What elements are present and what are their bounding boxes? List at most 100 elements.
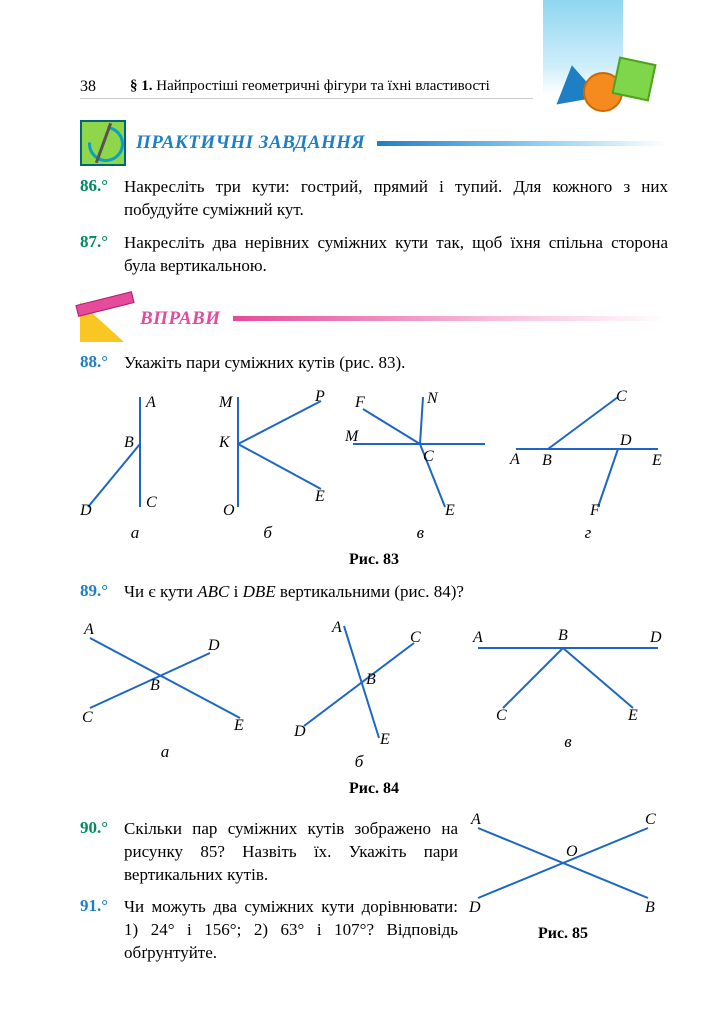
label-D: D — [649, 629, 662, 646]
task-number: 89.° — [80, 581, 124, 604]
task-89-part-b: вертикальними (рис. 84)? — [276, 582, 464, 601]
fig-84-a: A B C D E а — [80, 618, 250, 772]
label-C: C — [146, 494, 157, 511]
label-B: B — [558, 627, 568, 644]
task-number: 87.° — [80, 232, 124, 278]
label-P: P — [314, 389, 325, 405]
task-number: 86.° — [80, 176, 124, 222]
diagram-83b: M K O P E — [203, 389, 333, 519]
section-practical: ПРАКТИЧНІ ЗАВДАННЯ — [80, 120, 668, 166]
figure-84-caption: Рис. 84 — [80, 780, 668, 798]
chapter-title: Найпростіші геометричні фігури та їхні в… — [156, 78, 490, 94]
task-89-part-a: Чи є кути — [124, 582, 197, 601]
tasks-90-91-col: 90.° Скільки пар суміжних кутів зображен… — [80, 808, 458, 966]
tasks-90-91-row: 90.° Скільки пар суміжних кутів зображен… — [80, 808, 668, 966]
task-text: Чи можуть два суміжних кути дорівнювати:… — [124, 896, 458, 965]
task-text: Чи є кути ABC і DBE вертикальними (рис. … — [124, 581, 668, 604]
subfig-label: а — [131, 523, 140, 543]
fig-84-b: A C B D E б — [284, 618, 434, 772]
diagram-83v: F N M C E — [345, 389, 495, 519]
task-number: 91.° — [80, 896, 124, 965]
fig-83-g: C A B D E F г — [508, 389, 668, 543]
section-title-practical: ПРАКТИЧНІ ЗАВДАННЯ — [136, 132, 365, 154]
fig-84-v: A B D C E в — [468, 618, 668, 772]
label-B: B — [124, 434, 134, 451]
label-M: M — [218, 394, 234, 411]
label-D: D — [80, 502, 92, 519]
label-D: D — [619, 432, 632, 449]
task-89-dbe: DBE — [243, 582, 276, 601]
diagram-84b: A C B D E — [284, 618, 434, 748]
label-D: D — [293, 723, 306, 740]
label-F: F — [589, 502, 600, 519]
label-A: A — [331, 619, 342, 636]
diagram-83a: A B C D — [80, 389, 190, 519]
task-text: Накресліть два нерівних суміжних кути та… — [124, 232, 668, 278]
figure-83-caption: Рис. 83 — [80, 551, 668, 569]
chapter-ref: § 1. — [130, 78, 153, 94]
label-E: E — [379, 731, 390, 748]
label-A: A — [145, 394, 156, 411]
subfig-label: в — [417, 523, 424, 543]
subfig-label: в — [564, 732, 571, 752]
task-89: 89.° Чи є кути ABC і DBE вертикальними (… — [80, 581, 668, 604]
diagram-85: A C O D B — [463, 808, 663, 918]
figure-85-caption: Рис. 85 — [458, 925, 668, 943]
task-number: 88.° — [80, 352, 124, 375]
label-K: K — [218, 434, 231, 451]
section-rule — [377, 141, 668, 146]
figure-84-row: A B C D E а A C B D — [80, 618, 668, 772]
label-E: E — [233, 717, 244, 734]
label-C: C — [645, 811, 656, 828]
label-C: C — [616, 389, 627, 405]
label-N: N — [426, 390, 439, 407]
task-90: 90.° Скільки пар суміжних кутів зображен… — [80, 818, 458, 887]
label-E: E — [314, 488, 325, 505]
figure-85: A C O D B Рис. 85 — [458, 808, 668, 943]
task-number: 90.° — [80, 818, 124, 887]
label-C: C — [423, 448, 434, 465]
label-B: B — [150, 677, 160, 694]
section-exercises: ВПРАВИ — [80, 296, 668, 342]
subfig-label: г — [585, 523, 592, 543]
label-E: E — [651, 452, 662, 469]
task-88: 88.° Укажіть пари суміжних кутів (рис. 8… — [80, 352, 668, 375]
diagram-83g: C A B D E F — [508, 389, 668, 519]
square-icon — [611, 56, 656, 101]
label-C: C — [410, 629, 421, 646]
figure-83-row: A B C D а M K O P — [80, 389, 668, 543]
diagram-84a: A B C D E — [80, 618, 250, 738]
task-text: Накресліть три кути: гострий, прямий і т… — [124, 176, 668, 222]
label-O: O — [223, 502, 235, 519]
fig-83-a: A B C D а — [80, 389, 190, 543]
label-B: B — [645, 899, 655, 916]
label-B: B — [366, 671, 376, 688]
task-text: Скільки пар суміжних кутів зображено на … — [124, 818, 458, 887]
label-A: A — [470, 811, 481, 828]
fig-83-b: M K O P E б — [203, 389, 333, 543]
task-89-and: і — [229, 582, 242, 601]
diagram-84v: A B D C E — [468, 618, 668, 728]
label-A: A — [509, 451, 520, 468]
task-86: 86.° Накресліть три кути: гострий, прями… — [80, 176, 668, 222]
fig-83-v: F N M C E в — [345, 389, 495, 543]
task-87: 87.° Накресліть два нерівних суміжних ку… — [80, 232, 668, 278]
label-E: E — [444, 502, 455, 519]
label-E: E — [627, 707, 638, 724]
task-91: 91.° Чи можуть два суміжних кути дорівню… — [80, 896, 458, 965]
task-text: Укажіть пари суміжних кутів (рис. 83). — [124, 352, 668, 375]
label-A: A — [83, 621, 94, 638]
subfig-label: б — [263, 523, 272, 543]
label-A: A — [472, 629, 483, 646]
label-C: C — [496, 707, 507, 724]
subfig-label: а — [161, 742, 170, 762]
page-content: ПРАКТИЧНІ ЗАВДАННЯ 86.° Накресліть три к… — [80, 110, 668, 965]
subfig-label: б — [355, 752, 364, 772]
label-F: F — [354, 394, 365, 411]
label-D: D — [468, 899, 481, 916]
header-rule — [80, 98, 533, 99]
compass-icon — [80, 120, 126, 166]
label-B: B — [542, 452, 552, 469]
ruler-triangle-icon — [80, 296, 130, 342]
chapter-heading: § 1. Найпростіші геометричні фігури та ї… — [130, 78, 490, 95]
